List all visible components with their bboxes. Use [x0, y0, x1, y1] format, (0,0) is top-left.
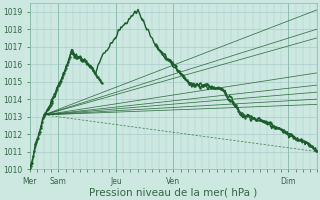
X-axis label: Pression niveau de la mer( hPa ): Pression niveau de la mer( hPa ) [89, 187, 258, 197]
